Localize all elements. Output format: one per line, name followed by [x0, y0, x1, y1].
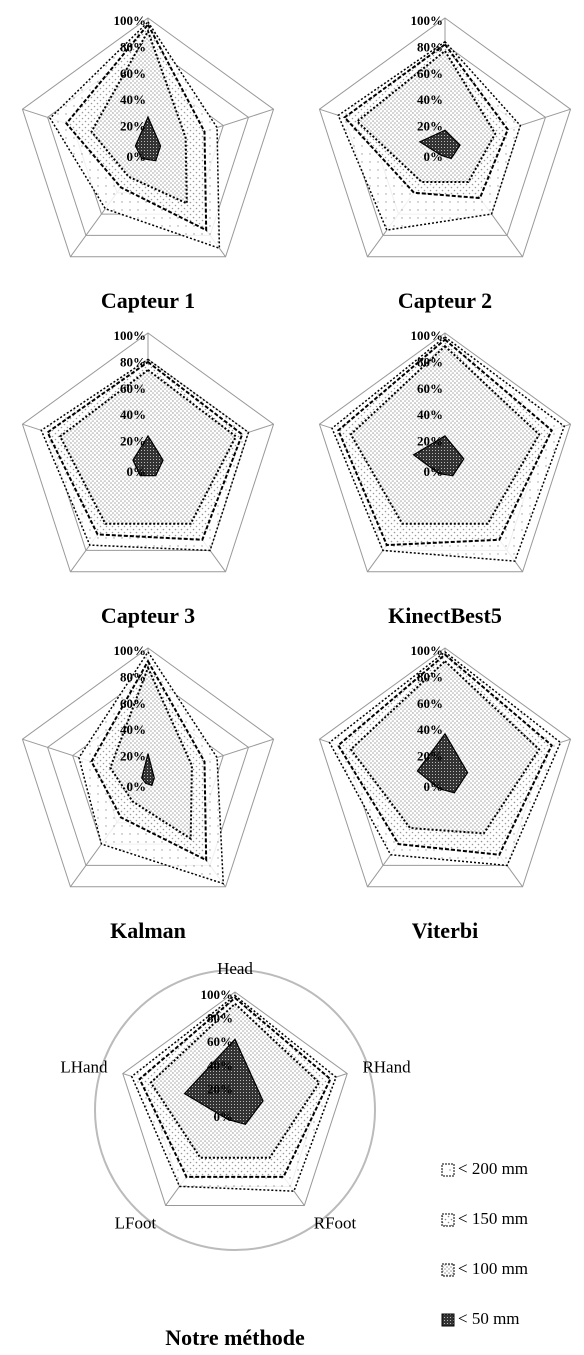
- tick-label: 40%: [417, 407, 443, 422]
- tick-label: 20%: [417, 749, 443, 764]
- tick-label: 0%: [424, 149, 444, 164]
- axis-category: RHand: [362, 1057, 411, 1076]
- tick-label: 80%: [417, 354, 443, 369]
- tick-label: 100%: [411, 643, 444, 658]
- tick-label: 80%: [417, 669, 443, 684]
- tick-label: 80%: [120, 669, 146, 684]
- chart-title: Kalman: [110, 918, 186, 943]
- tick-label: 60%: [417, 696, 443, 711]
- tick-label: 0%: [127, 779, 147, 794]
- axis-category: LFoot: [115, 1213, 157, 1232]
- axis-category: Head: [217, 959, 253, 978]
- tick-label: 80%: [417, 39, 443, 54]
- tick-label: 60%: [417, 381, 443, 396]
- chart-title: Capteur 3: [101, 603, 195, 628]
- tick-label: 0%: [127, 149, 147, 164]
- tick-label: 0%: [424, 464, 444, 479]
- axis-category: LHand: [60, 1057, 108, 1076]
- tick-label: 40%: [120, 407, 146, 422]
- axis-category: RFoot: [314, 1213, 357, 1232]
- tick-label: 100%: [201, 987, 234, 1002]
- legend-label: < 100 mm: [458, 1259, 528, 1278]
- tick-label: 40%: [417, 722, 443, 737]
- figure: 0% 20% 40% 60% 80% 100% Capteur 1 0% 20% 40% 60% 80…: [0, 0, 584, 1355]
- tick-label: 100%: [114, 328, 147, 343]
- tick-label: 60%: [120, 696, 146, 711]
- legend-label: < 150 mm: [458, 1209, 528, 1228]
- chart-title: Viterbi: [412, 918, 478, 943]
- chart-title: Capteur 2: [398, 288, 492, 313]
- tick-label: 40%: [207, 1058, 233, 1073]
- tick-label: 40%: [120, 722, 146, 737]
- tick-label: 20%: [120, 119, 146, 134]
- chart-title: KinectBest5: [388, 603, 502, 628]
- tick-label: 0%: [424, 779, 444, 794]
- legend-swatch: [442, 1314, 454, 1326]
- tick-label: 60%: [417, 66, 443, 81]
- tick-label: 20%: [207, 1081, 233, 1096]
- legend-label: < 200 mm: [458, 1159, 528, 1178]
- tick-label: 80%: [120, 39, 146, 54]
- tick-label: 100%: [114, 13, 147, 28]
- legend-swatch: [442, 1214, 454, 1226]
- tick-label: 20%: [417, 119, 443, 134]
- chart-title: Capteur 1: [101, 288, 195, 313]
- tick-label: 0%: [127, 464, 147, 479]
- tick-label: 20%: [120, 434, 146, 449]
- tick-label: 100%: [114, 643, 147, 658]
- chart-title: Notre méthode: [165, 1325, 305, 1350]
- tick-label: 0%: [214, 1109, 234, 1124]
- legend-swatch: [442, 1264, 454, 1276]
- legend-swatch: [442, 1164, 454, 1176]
- tick-label: 20%: [417, 434, 443, 449]
- tick-label: 40%: [417, 92, 443, 107]
- tick-label: 60%: [120, 66, 146, 81]
- tick-label: 60%: [120, 381, 146, 396]
- tick-label: 60%: [207, 1034, 233, 1049]
- tick-label: 20%: [120, 749, 146, 764]
- page: 0% 20% 40% 60% 80% 100% Capteur 1 0% 20% 40% 60% 80…: [0, 0, 584, 1355]
- tick-label: 100%: [411, 328, 444, 343]
- tick-label: 80%: [120, 354, 146, 369]
- legend-label: < 50 mm: [458, 1309, 520, 1328]
- tick-label: 80%: [207, 1011, 233, 1026]
- tick-label: 40%: [120, 92, 146, 107]
- tick-label: 100%: [411, 13, 444, 28]
